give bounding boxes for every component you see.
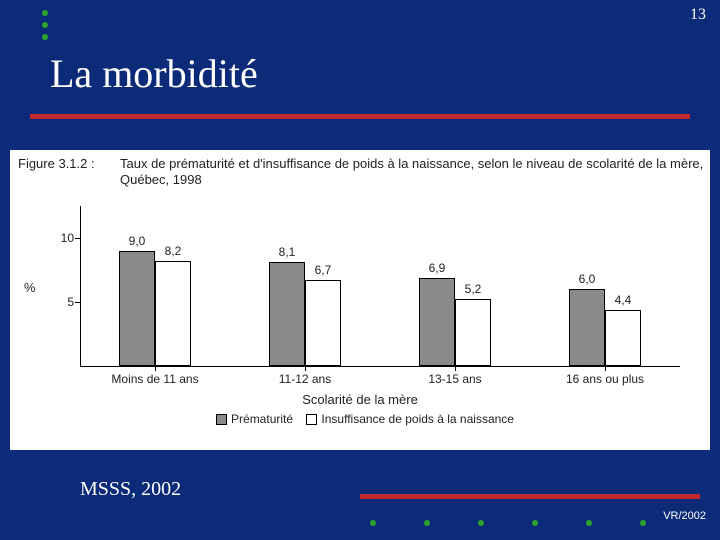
page-number: 13 <box>690 6 706 24</box>
bar-insuf <box>455 299 491 366</box>
bullet-dot <box>42 10 48 16</box>
x-category-label: 16 ans ou plus <box>535 372 675 386</box>
y-tick-label: 5 <box>67 295 74 309</box>
footer-rule <box>360 494 700 499</box>
bar-value-label: 6,0 <box>569 272 605 286</box>
y-axis-label: % <box>24 280 36 295</box>
x-tick <box>155 366 156 371</box>
x-category-label: Moins de 11 ans <box>85 372 225 386</box>
bar-premat <box>119 251 155 366</box>
x-tick <box>305 366 306 371</box>
bar-group: 8,16,7 <box>245 206 365 366</box>
x-tick <box>605 366 606 371</box>
bar-group: 9,08,2 <box>95 206 215 366</box>
bar-value-label: 9,0 <box>119 234 155 248</box>
y-axis <box>80 206 81 366</box>
y-tick <box>75 238 80 239</box>
bullet-dot <box>42 34 48 40</box>
bar-value-label: 4,4 <box>605 293 641 307</box>
bar-value-label: 5,2 <box>455 282 491 296</box>
bar-insuf <box>605 310 641 366</box>
bullet-dot <box>424 520 430 526</box>
legend-label-1: Prématurité <box>231 412 293 426</box>
slide-title: La morbidité <box>50 50 258 97</box>
x-category-label: 11-12 ans <box>235 372 375 386</box>
bar-group: 6,04,4 <box>545 206 665 366</box>
bar-premat <box>569 289 605 366</box>
bar-value-label: 8,2 <box>155 244 191 258</box>
legend: Prématurité Insuffisance de poids à la n… <box>10 412 710 426</box>
legend-swatch-1 <box>216 414 227 425</box>
bullet-dot <box>640 520 646 526</box>
bar-insuf <box>305 280 341 366</box>
legend-label-2: Insuffisance de poids à la naissance <box>321 412 514 426</box>
bullet-dot <box>532 520 538 526</box>
bullet-dot <box>370 520 376 526</box>
figure-label: Figure 3.1.2 : <box>18 156 95 171</box>
bar-group: 6,95,2 <box>395 206 515 366</box>
y-tick-label: 10 <box>61 231 74 245</box>
y-tick <box>75 302 80 303</box>
figure-caption: Taux de prématurité et d'insuffisance de… <box>120 156 704 189</box>
chart-area: Figure 3.1.2 : Taux de prématurité et d'… <box>10 150 710 450</box>
bar-premat <box>269 262 305 366</box>
bar-value-label: 6,9 <box>419 261 455 275</box>
bullet-dot <box>42 22 48 28</box>
bar-premat <box>419 278 455 366</box>
bullet-dot <box>478 520 484 526</box>
x-axis <box>80 366 680 367</box>
top-bullets <box>42 10 48 40</box>
x-axis-label: Scolarité de la mère <box>10 392 710 407</box>
bar-insuf <box>155 261 191 366</box>
footer-code: VR/2002 <box>663 510 706 522</box>
title-rule <box>30 114 690 119</box>
plot-area: 510 % 9,08,28,16,76,95,26,04,4 Moins de … <box>80 206 680 366</box>
x-category-label: 13-15 ans <box>385 372 525 386</box>
bullet-dot <box>586 520 592 526</box>
footer-bullets <box>370 520 646 526</box>
source-label: MSSS, 2002 <box>80 478 181 501</box>
bar-value-label: 6,7 <box>305 263 341 277</box>
legend-swatch-2 <box>306 414 317 425</box>
bar-value-label: 8,1 <box>269 245 305 259</box>
slide-root: 13 La morbidité Figure 3.1.2 : Taux de p… <box>0 0 720 540</box>
x-tick <box>455 366 456 371</box>
